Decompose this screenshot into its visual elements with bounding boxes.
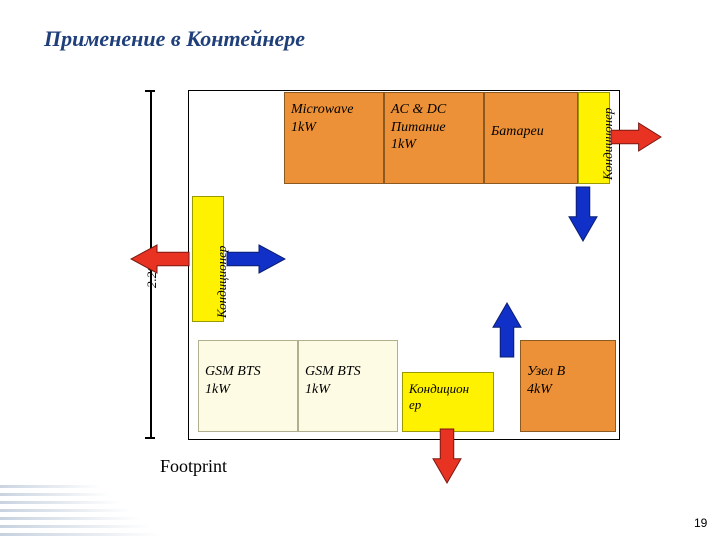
arrow-blue-right-mid [226,244,286,274]
box-node-b-line1: Узел B [527,363,609,381]
box-gsm1-line2: 1kW [205,381,291,399]
box-gsm1-line1: GSM BTS [205,363,291,381]
arrow-blue-down-top [568,186,598,242]
box-gsm2-line1: GSM BTS [305,363,391,381]
arrow-red-down-bottom [432,428,462,484]
box-conditioner-bottom-line1: Кондицион [409,381,487,397]
box-microwave-line1: Microwave [291,101,377,119]
box-gsm1: GSM BTS 1kW [198,340,298,432]
box-conditioner-bottom-line2: ер [409,397,487,413]
box-microwave-line2: 1kW [291,119,377,137]
box-node-b: Узел B 4kW [520,340,616,432]
page-title: Применение в Контейнере [44,26,305,52]
box-conditioner-bottom: Кондицион ер [402,372,494,432]
box-acdc: AC & DC Питание 1kW [384,92,484,184]
arrow-red-left-mid [130,244,190,274]
box-node-b-line2: 4kW [527,381,609,399]
box-acdc-line3: 1kW [391,136,477,154]
box-battery: Батареи [484,92,578,184]
dimension-tick-top [145,90,155,92]
decor-stripes [0,436,190,536]
box-gsm2: GSM BTS 1kW [298,340,398,432]
box-acdc-line2: Питание [391,119,477,137]
arrow-blue-up-bottom [492,302,522,358]
box-battery-line1: Батареи [491,123,571,141]
arrow-red-right-top [610,122,662,152]
box-gsm2-line2: 1kW [305,381,391,399]
page-number: 19 [694,516,707,530]
box-microwave: Microwave 1kW [284,92,384,184]
box-acdc-line1: AC & DC [391,101,477,119]
